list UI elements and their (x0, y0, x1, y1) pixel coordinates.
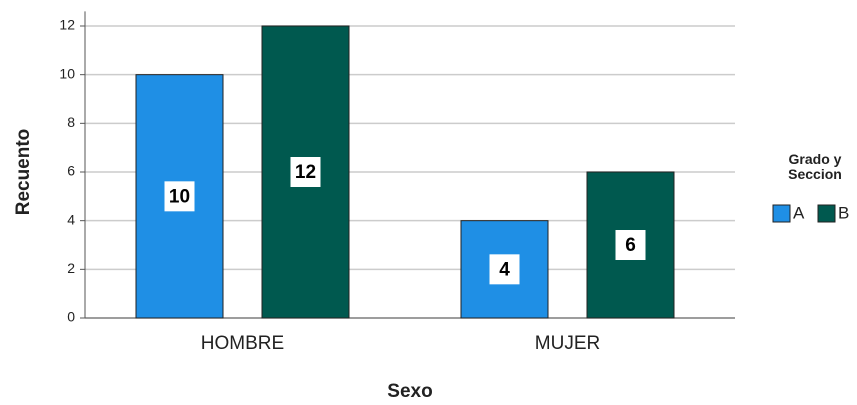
data-label-box (615, 230, 646, 260)
y-tick-label: 12 (59, 17, 75, 33)
y-tick-label: 0 (67, 309, 75, 325)
y-axis-title: Recuento (13, 129, 34, 216)
data-label: 10 (169, 186, 190, 207)
y-tick-label: 10 (59, 65, 75, 81)
data-label-box (489, 254, 520, 285)
data-label-box (290, 157, 321, 187)
x-tick-label: HOMBRE (201, 333, 284, 354)
data-label: 12 (295, 162, 316, 183)
legend-swatch (772, 204, 791, 223)
y-tick-label: 4 (67, 211, 75, 227)
data-label: 6 (625, 235, 636, 256)
legend-label: B (838, 203, 849, 222)
x-axis-title: Sexo (387, 381, 432, 402)
legend-title: Grado y Seccion (788, 151, 842, 182)
y-tick-label: 8 (67, 114, 75, 130)
data-label-box (164, 181, 195, 212)
x-tick-label: MUJER (535, 333, 600, 354)
y-tick-label: 2 (67, 260, 75, 276)
data-label: 4 (499, 259, 510, 280)
legend-label: A (793, 203, 805, 222)
legend-swatch (817, 204, 836, 223)
y-tick-label: 6 (67, 163, 75, 179)
